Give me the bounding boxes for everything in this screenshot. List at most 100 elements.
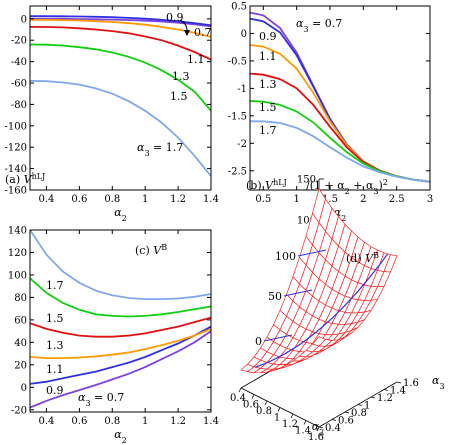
x3d-tick <box>316 426 320 432</box>
series-line-alpha3-1.7 <box>30 230 211 300</box>
label-part: hLJ <box>273 178 287 187</box>
mesh-cell <box>311 336 327 347</box>
x-axis-label: α2 <box>114 206 127 223</box>
arrow-head <box>184 30 190 36</box>
label-part: = 0.7 <box>309 17 343 30</box>
label-part: (a) <box>5 173 24 186</box>
label-part: V <box>153 244 162 257</box>
label-part: 3 <box>85 399 90 408</box>
z-tick-label: 100 <box>297 216 316 227</box>
panel-a: 0.4 0.6 0.8 1 1.2 1.4 0 -20 -40 -60 -80 -100 -120 -14… <box>5 5 219 223</box>
surface-label: 100 <box>275 250 296 263</box>
label-part: (d) <box>346 252 365 265</box>
y-tick-label: -20 <box>11 405 27 416</box>
series-line-alpha3-1.7 <box>30 80 211 177</box>
label-part: α <box>137 141 145 154</box>
label-part: α <box>78 391 86 404</box>
z-tick-label: 150 <box>297 175 316 186</box>
y3d-axis-label: α3 <box>432 374 445 391</box>
plot-frame <box>249 5 431 191</box>
x3d-tick-label: 0.8 <box>256 406 272 417</box>
y-tick-label: 100 <box>8 270 27 281</box>
x-tick-label: 3 <box>427 194 433 205</box>
y-tick-label: -80 <box>11 100 27 111</box>
panel-d: 150100500-500.40.60.811.21.41.60.40.60.8… <box>230 175 444 444</box>
x-axis-label: α2 <box>334 206 347 223</box>
x-tick-label: 0.8 <box>104 194 120 205</box>
y-tick-label: -60 <box>11 79 27 90</box>
y-tick-label: 0 <box>21 14 27 25</box>
x-tick-label: 1.4 <box>203 194 219 205</box>
label-part: 2 <box>345 187 350 196</box>
series-line-alpha3-1.5 <box>250 100 430 183</box>
y-tick-label: -2.5 <box>228 166 247 177</box>
label-part: B <box>373 251 379 260</box>
y-tick-label: -0.5 <box>228 56 247 67</box>
label-part: B <box>161 243 167 252</box>
curve-label: 1.5 <box>170 90 188 103</box>
alpha3-label: α3 = 0.7 <box>296 17 342 34</box>
x-tick-label: 1.2 <box>170 416 186 427</box>
label-part: = 0.7 <box>91 391 125 404</box>
x-tick-label: 0.4 <box>39 194 55 205</box>
y3d-tick-label: 1.2 <box>377 393 393 404</box>
x3d-tick <box>238 387 242 393</box>
y-tick-label: 0 <box>21 383 27 394</box>
y3d-tick-label: 0.6 <box>338 416 354 427</box>
curve-label: 1.5 <box>46 312 64 325</box>
surface-label: 0 <box>255 335 262 348</box>
y-tick-label: -1 <box>237 84 247 95</box>
label-part: V <box>24 173 33 186</box>
label-part: 3 <box>373 187 378 196</box>
y-tick-label: -40 <box>11 57 27 68</box>
panel-title: (a) VhLJ <box>5 172 45 187</box>
series-line-alpha3-0.9 <box>30 15 211 27</box>
panel-title: (c) VB <box>135 243 167 258</box>
label-part: (c) <box>135 244 153 257</box>
series-line-alpha3-0.9 <box>250 17 430 183</box>
x3d-tick-label: 0.6 <box>243 400 259 411</box>
x-tick-label: 2 <box>360 194 366 205</box>
x-tick-label: 0.8 <box>104 416 120 427</box>
y3d-tick-label: 1 <box>364 401 370 412</box>
x-tick-label: 0.6 <box>71 416 87 427</box>
y3d-tick <box>396 381 402 384</box>
y3d-tick <box>357 404 363 406</box>
alpha3-label: α3 = 1.7 <box>137 141 183 158</box>
label-part: α <box>312 420 320 433</box>
y-tick-label: 20 <box>14 360 27 371</box>
plot-frame <box>29 229 212 413</box>
curve-label: 1.1 <box>46 363 64 376</box>
series-line-alpha3-1.1 <box>250 44 430 183</box>
label-part: ) <box>378 179 382 192</box>
x3d-tick-label: 1 <box>274 413 280 424</box>
y-tick-label: -20 <box>11 36 27 47</box>
y-tick-label: 0.5 <box>231 2 247 13</box>
surface-label: 50 <box>268 290 282 303</box>
curve-label: 0.9 <box>259 30 277 43</box>
x-tick-label: 1 <box>142 416 148 427</box>
x-tick-label: 1 <box>142 194 148 205</box>
label-part: V <box>265 179 274 192</box>
curve-label: 1.1 <box>187 53 205 66</box>
alpha3-label: α3 = 0.7 <box>78 391 124 408</box>
minimum-path <box>255 253 389 368</box>
series-group <box>30 230 211 409</box>
label-part: 3 <box>439 382 444 391</box>
x3d-tick-label: 1.2 <box>282 419 298 430</box>
series-group <box>250 11 430 183</box>
y3d-tick <box>370 396 376 399</box>
label-part: 2 <box>341 214 346 223</box>
series-line-alpha3-0.9 <box>30 325 211 385</box>
y3d-tick-label: 1.6 <box>403 378 419 389</box>
label-part: 3 <box>303 25 308 34</box>
curve-label: 1.7 <box>259 124 277 137</box>
surface-label-line <box>283 289 313 297</box>
label-part: α <box>114 428 122 441</box>
x-tick-label: 0.4 <box>39 416 55 427</box>
series-line-alpha3-1.5 <box>30 43 211 112</box>
label-part: V <box>365 252 374 265</box>
series-line-alpha3-1.3 <box>30 316 211 338</box>
x-tick-label: 1 <box>293 194 299 205</box>
